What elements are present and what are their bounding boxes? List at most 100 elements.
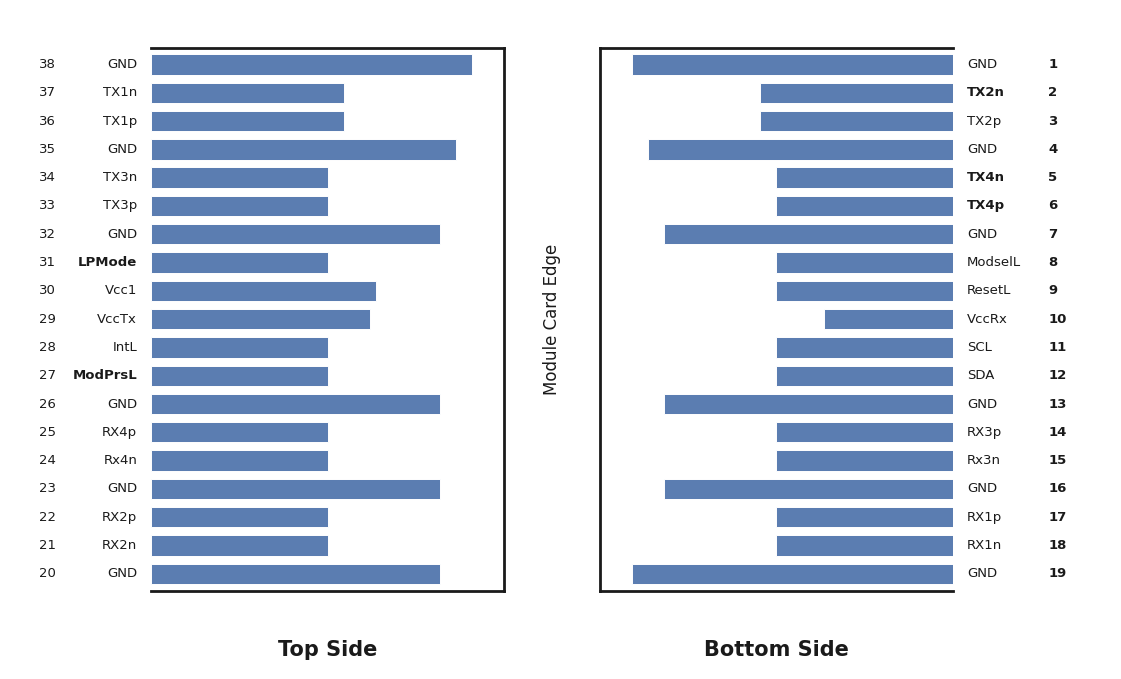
Text: Module Card Edge: Module Card Edge bbox=[543, 244, 562, 394]
Text: Rx3n: Rx3n bbox=[967, 454, 1001, 467]
Bar bbox=[664, 394, 953, 414]
Bar bbox=[776, 337, 953, 358]
Text: GND: GND bbox=[108, 567, 137, 581]
Bar bbox=[151, 394, 441, 414]
Bar bbox=[151, 139, 456, 160]
Text: IntL: IntL bbox=[112, 341, 137, 354]
Text: 35: 35 bbox=[39, 143, 56, 156]
Text: 20: 20 bbox=[39, 567, 56, 581]
Text: GND: GND bbox=[108, 58, 137, 71]
Text: GND: GND bbox=[967, 227, 997, 241]
Text: 27: 27 bbox=[39, 369, 56, 382]
Text: Rx4n: Rx4n bbox=[103, 454, 137, 467]
Bar bbox=[664, 479, 953, 499]
Text: 13: 13 bbox=[1048, 397, 1066, 411]
Bar bbox=[151, 450, 328, 471]
Text: TX1p: TX1p bbox=[103, 115, 137, 128]
Bar bbox=[151, 365, 328, 386]
Bar bbox=[776, 253, 953, 273]
Text: 11: 11 bbox=[1048, 341, 1066, 354]
Bar bbox=[151, 196, 328, 216]
Text: Top Side: Top Side bbox=[278, 640, 378, 659]
Bar bbox=[776, 535, 953, 555]
Text: VccRx: VccRx bbox=[967, 312, 1008, 326]
Text: 25: 25 bbox=[39, 426, 56, 439]
Text: VccTx: VccTx bbox=[98, 312, 137, 326]
Text: RX2p: RX2p bbox=[102, 511, 137, 524]
Bar bbox=[151, 337, 328, 358]
Text: 34: 34 bbox=[39, 171, 56, 184]
Text: 7: 7 bbox=[1048, 227, 1057, 241]
Text: 22: 22 bbox=[39, 511, 56, 524]
Text: 26: 26 bbox=[39, 397, 56, 411]
Text: 3: 3 bbox=[1048, 115, 1057, 128]
Text: 9: 9 bbox=[1048, 285, 1057, 297]
Text: TX4n: TX4n bbox=[967, 171, 1004, 184]
Text: RX1p: RX1p bbox=[967, 511, 1002, 524]
Text: TX3p: TX3p bbox=[103, 200, 137, 213]
Text: GND: GND bbox=[967, 58, 997, 71]
Text: GND: GND bbox=[108, 227, 137, 241]
Text: SCL: SCL bbox=[967, 341, 992, 354]
Text: TX2p: TX2p bbox=[967, 115, 1001, 128]
Bar bbox=[151, 564, 441, 584]
Bar bbox=[151, 479, 441, 499]
Bar bbox=[776, 280, 953, 301]
Bar bbox=[776, 450, 953, 471]
Text: LPMode: LPMode bbox=[78, 256, 137, 269]
Bar bbox=[664, 224, 953, 244]
Text: 15: 15 bbox=[1048, 454, 1066, 467]
Bar bbox=[151, 224, 441, 244]
Bar bbox=[632, 564, 953, 584]
Text: GND: GND bbox=[108, 482, 137, 496]
Bar bbox=[151, 111, 344, 131]
Text: 1: 1 bbox=[1048, 58, 1057, 71]
Bar bbox=[776, 507, 953, 528]
Text: Vcc1: Vcc1 bbox=[105, 285, 137, 297]
Text: GND: GND bbox=[967, 143, 997, 156]
Text: 31: 31 bbox=[39, 256, 56, 269]
Text: 36: 36 bbox=[39, 115, 56, 128]
Bar bbox=[151, 422, 328, 443]
Text: 14: 14 bbox=[1048, 426, 1066, 439]
Text: 16: 16 bbox=[1048, 482, 1066, 496]
Text: 32: 32 bbox=[39, 227, 56, 241]
Text: Bottom Side: Bottom Side bbox=[704, 640, 849, 659]
Text: 21: 21 bbox=[39, 539, 56, 552]
Bar bbox=[151, 309, 370, 329]
Bar bbox=[776, 168, 953, 188]
Text: TX1n: TX1n bbox=[103, 86, 137, 99]
Bar bbox=[151, 535, 328, 555]
Text: 8: 8 bbox=[1048, 256, 1057, 269]
Text: 37: 37 bbox=[39, 86, 56, 99]
Text: TX3n: TX3n bbox=[103, 171, 137, 184]
Text: ResetL: ResetL bbox=[967, 285, 1011, 297]
Bar bbox=[151, 280, 376, 301]
Bar bbox=[632, 54, 953, 75]
Text: 6: 6 bbox=[1048, 200, 1057, 213]
Text: GND: GND bbox=[108, 397, 137, 411]
Text: 19: 19 bbox=[1048, 567, 1066, 581]
Text: 2: 2 bbox=[1048, 86, 1057, 99]
Text: ModselL: ModselL bbox=[967, 256, 1021, 269]
Text: GND: GND bbox=[967, 397, 997, 411]
Text: 28: 28 bbox=[39, 341, 56, 354]
Text: GND: GND bbox=[967, 482, 997, 496]
Bar bbox=[776, 196, 953, 216]
Text: RX4p: RX4p bbox=[102, 426, 137, 439]
Bar bbox=[151, 168, 328, 188]
Text: 24: 24 bbox=[39, 454, 56, 467]
Text: ModPrsL: ModPrsL bbox=[73, 369, 137, 382]
Text: 38: 38 bbox=[39, 58, 56, 71]
Text: 17: 17 bbox=[1048, 511, 1066, 524]
Text: SDA: SDA bbox=[967, 369, 994, 382]
Bar bbox=[824, 309, 953, 329]
Bar bbox=[151, 253, 328, 273]
Bar bbox=[776, 365, 953, 386]
Text: RX1n: RX1n bbox=[967, 539, 1002, 552]
Text: GND: GND bbox=[967, 567, 997, 581]
Bar bbox=[760, 111, 953, 131]
Text: 29: 29 bbox=[39, 312, 56, 326]
Text: 33: 33 bbox=[39, 200, 56, 213]
Bar bbox=[776, 422, 953, 443]
